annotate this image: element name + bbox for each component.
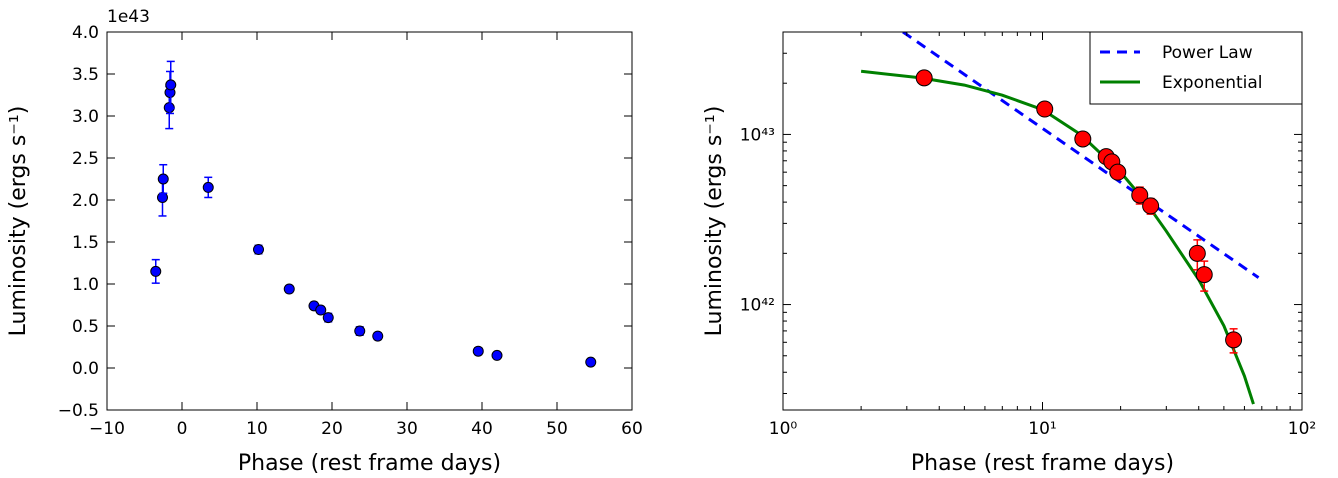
y-axis-label: Luminosity (ergs s⁻¹)	[6, 106, 31, 337]
y-tick-label: 2.0	[72, 191, 99, 211]
y-tick-label: 0.0	[72, 359, 99, 379]
point	[150, 265, 162, 277]
y-tick-label: 1.0	[72, 275, 99, 295]
x-tick-label: 10	[246, 419, 268, 439]
x-tick-label: 20	[321, 419, 343, 439]
point	[491, 349, 503, 361]
y-tick-label: −0.5	[58, 401, 99, 421]
point	[1188, 244, 1206, 262]
y-tick-label: 3.0	[72, 107, 99, 127]
series-line	[902, 32, 1260, 279]
x-tick-label: 50	[546, 419, 568, 439]
x-tick-label: −10	[89, 419, 125, 439]
legend: Power Law Exponential	[1089, 31, 1303, 105]
legend-box	[1089, 31, 1303, 105]
point	[1074, 130, 1092, 148]
x-axis-label: Phase (rest frame days)	[238, 451, 501, 476]
y-tick-label: 3.5	[72, 65, 99, 85]
plot-area	[150, 60, 597, 368]
axes-frame	[782, 31, 1303, 411]
y-axis-label: Luminosity (ergs s⁻¹)	[702, 106, 727, 337]
point	[585, 356, 597, 368]
x-tick-label: 10¹	[1028, 419, 1056, 439]
legend-label: Power Law	[1162, 43, 1253, 63]
point	[202, 181, 214, 193]
point	[253, 244, 264, 256]
y-tick-label: 10⁴²	[740, 296, 775, 316]
plot-area	[860, 32, 1260, 405]
y-tick-label: 2.5	[72, 149, 99, 169]
y-tick-label: 10⁴³	[740, 125, 775, 145]
y-tick-label: 1.5	[72, 233, 99, 253]
y-tick-label: 0.5	[72, 317, 99, 337]
axes-frame	[106, 31, 633, 411]
y-tick-label: 4.0	[72, 23, 99, 43]
x-tick-label: 30	[396, 419, 418, 439]
point	[372, 330, 384, 342]
point	[315, 304, 327, 316]
x-tick-label: 10²	[1288, 419, 1316, 439]
point	[915, 69, 933, 87]
point	[1195, 266, 1213, 284]
x-axis-label: Phase (rest frame days)	[911, 451, 1174, 476]
point	[1142, 197, 1160, 215]
x-tick-label: 0	[177, 419, 188, 439]
offset-label: 1e43	[107, 7, 150, 27]
point	[1109, 163, 1127, 181]
point	[157, 173, 169, 185]
x-tick-label: 10⁰	[769, 419, 798, 439]
x-tick-label: 60	[621, 419, 643, 439]
point	[354, 325, 366, 337]
axes: 10⁰ 10¹ 10² 10⁴² 10⁴³ Phase (rest frame days)…	[702, 31, 1316, 476]
series-line	[860, 69, 1255, 405]
point	[283, 283, 295, 295]
x-tick-label: 40	[471, 419, 493, 439]
axes: −10 0 10 20 30 40 50 60 −0.5 0.0 0.5 1.0 1.5 2.0 2.5 3.…	[6, 7, 643, 476]
point	[1036, 100, 1054, 118]
point	[472, 345, 484, 357]
point	[165, 79, 177, 91]
legend-label: Exponential	[1162, 73, 1263, 93]
point	[1131, 186, 1149, 204]
point	[322, 312, 334, 324]
point	[1225, 331, 1243, 349]
